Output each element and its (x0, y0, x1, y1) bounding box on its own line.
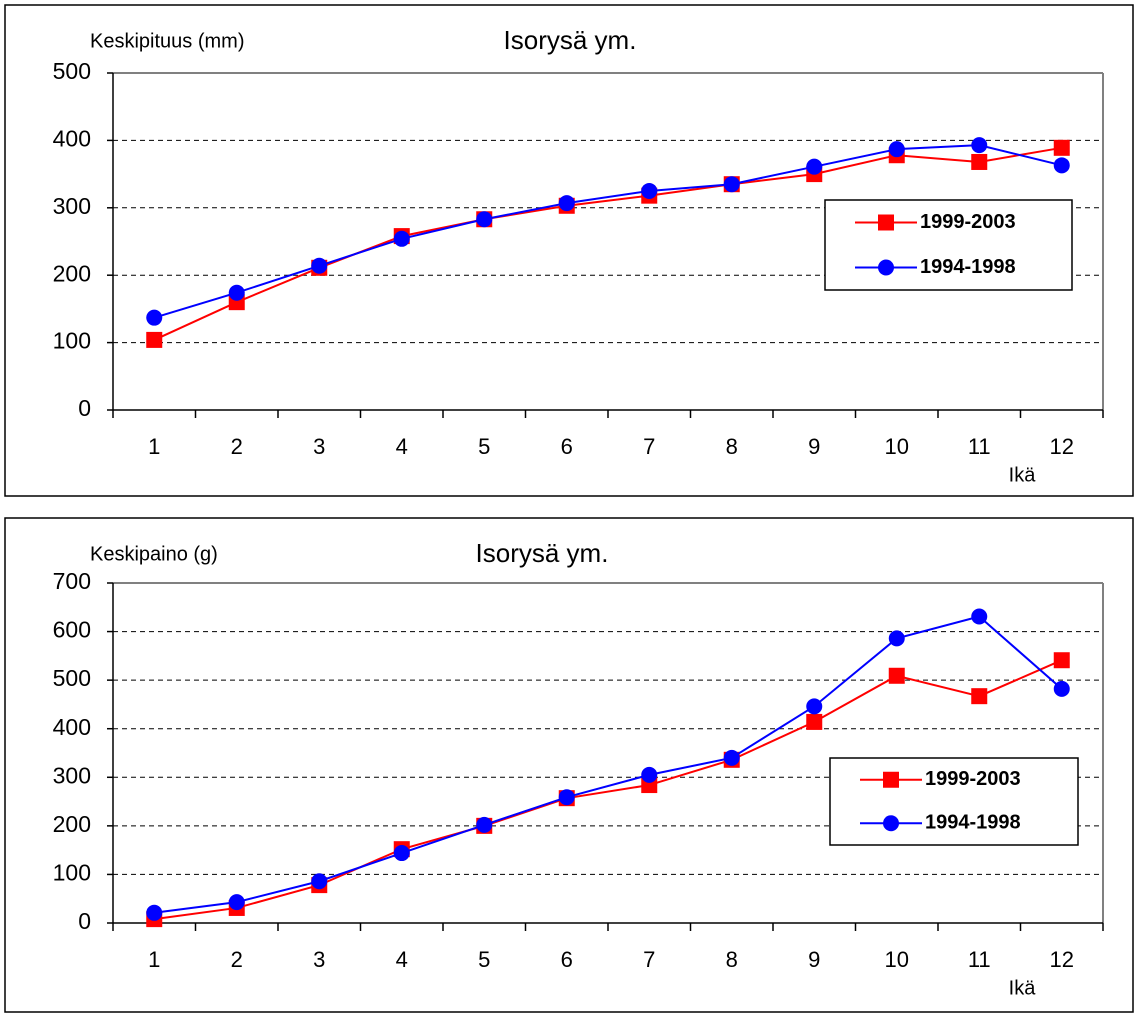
y-tick-label: 400 (53, 125, 91, 151)
data-point (641, 182, 658, 199)
y-tick-label: 200 (53, 260, 91, 286)
data-point (888, 667, 905, 684)
legend-marker (883, 815, 899, 832)
y-axis-label: Keskipaino (g) (90, 543, 218, 565)
series-line (153, 144, 1062, 319)
x-tick-label: 6 (561, 947, 573, 972)
y-tick-label: 100 (53, 328, 91, 354)
x-tick-label: 2 (231, 434, 243, 459)
x-tick-label: 5 (478, 947, 490, 972)
data-point (228, 894, 245, 911)
data-point (476, 816, 493, 833)
data-point (888, 630, 905, 647)
x-tick-label: 2 (231, 947, 243, 972)
data-point (558, 789, 575, 806)
data-point (146, 904, 163, 921)
data-point (723, 176, 740, 193)
y-tick-label: 500 (53, 665, 91, 691)
data-point (1053, 157, 1070, 174)
legend-marker (878, 214, 894, 231)
x-tick-label: 12 (1050, 434, 1074, 459)
y-tick-label: 700 (53, 568, 91, 594)
y-tick-label: 600 (53, 617, 91, 643)
y-tick-label: 0 (78, 395, 91, 421)
y-tick-label: 200 (53, 811, 91, 837)
data-point (1053, 680, 1070, 697)
data-point (1053, 652, 1070, 669)
x-tick-label: 1 (148, 434, 160, 459)
data-point (641, 766, 658, 783)
x-tick-label: 8 (726, 947, 738, 972)
data-point (971, 608, 988, 625)
y-axis-label: Keskipituus (mm) (90, 30, 244, 52)
data-point (311, 257, 328, 274)
legend-marker (883, 771, 899, 788)
x-tick-label: 12 (1050, 947, 1074, 972)
x-tick-label: 9 (808, 947, 820, 972)
x-tick-label: 10 (885, 947, 909, 972)
x-tick-label: 11 (968, 434, 991, 459)
data-point (971, 153, 988, 170)
chart-panel: Isorysä ym. Keskipaino (g) 0 100 200 300 400 50… (4, 517, 1134, 1013)
data-point (228, 284, 245, 301)
y-tick-label: 300 (53, 193, 91, 219)
x-tick-label: 10 (885, 434, 909, 459)
x-axis-label: Ikä (1009, 464, 1037, 486)
series-line (153, 146, 1062, 341)
data-point (146, 331, 163, 348)
x-axis-label: Ikä (1009, 977, 1037, 999)
data-point (806, 158, 823, 175)
x-tick-label: 9 (808, 434, 820, 459)
y-tick-label: 100 (53, 860, 91, 886)
y-tick-label: 500 (53, 58, 91, 84)
legend-box (824, 199, 1073, 291)
y-tick-label: 0 (78, 908, 91, 934)
data-point (806, 698, 823, 715)
data-point (971, 688, 988, 705)
data-point (558, 195, 575, 212)
chart-title: Isorysä ym. (504, 25, 637, 55)
legend-label: 1994-1998 (920, 256, 1016, 278)
y-tick-label: 400 (53, 714, 91, 740)
data-point (723, 749, 740, 766)
legend-box (829, 757, 1079, 846)
x-tick-label: 5 (478, 434, 490, 459)
data-point (1053, 139, 1070, 156)
x-tick-label: 4 (396, 434, 408, 459)
data-point (971, 137, 988, 154)
x-tick-label: 3 (313, 947, 325, 972)
x-tick-label: 11 (968, 947, 991, 972)
data-point (393, 230, 410, 247)
x-tick-label: 6 (561, 434, 573, 459)
legend-label: 1994-1998 (925, 812, 1021, 834)
data-point (311, 873, 328, 890)
data-point (476, 211, 493, 228)
x-tick-label: 1 (148, 947, 160, 972)
x-tick-label: 4 (396, 947, 408, 972)
chart-title: Isorysä ym. (476, 538, 609, 568)
data-point (393, 845, 410, 862)
legend-label: 1999-2003 (925, 768, 1021, 790)
data-point (806, 713, 823, 730)
data-point (146, 309, 163, 326)
series-line (154, 615, 1063, 914)
legend-marker (878, 259, 894, 276)
data-point (888, 141, 905, 158)
x-tick-label: 7 (643, 947, 655, 972)
x-tick-label: 7 (643, 434, 655, 459)
x-tick-label: 3 (313, 434, 325, 459)
y-tick-label: 300 (53, 762, 91, 788)
legend-label: 1999-2003 (920, 211, 1016, 233)
chart-panel: Isorysä ym. Keskipituus (mm) 0 100 200 300 400… (4, 4, 1134, 497)
x-tick-label: 8 (726, 434, 738, 459)
series-line (154, 659, 1063, 921)
